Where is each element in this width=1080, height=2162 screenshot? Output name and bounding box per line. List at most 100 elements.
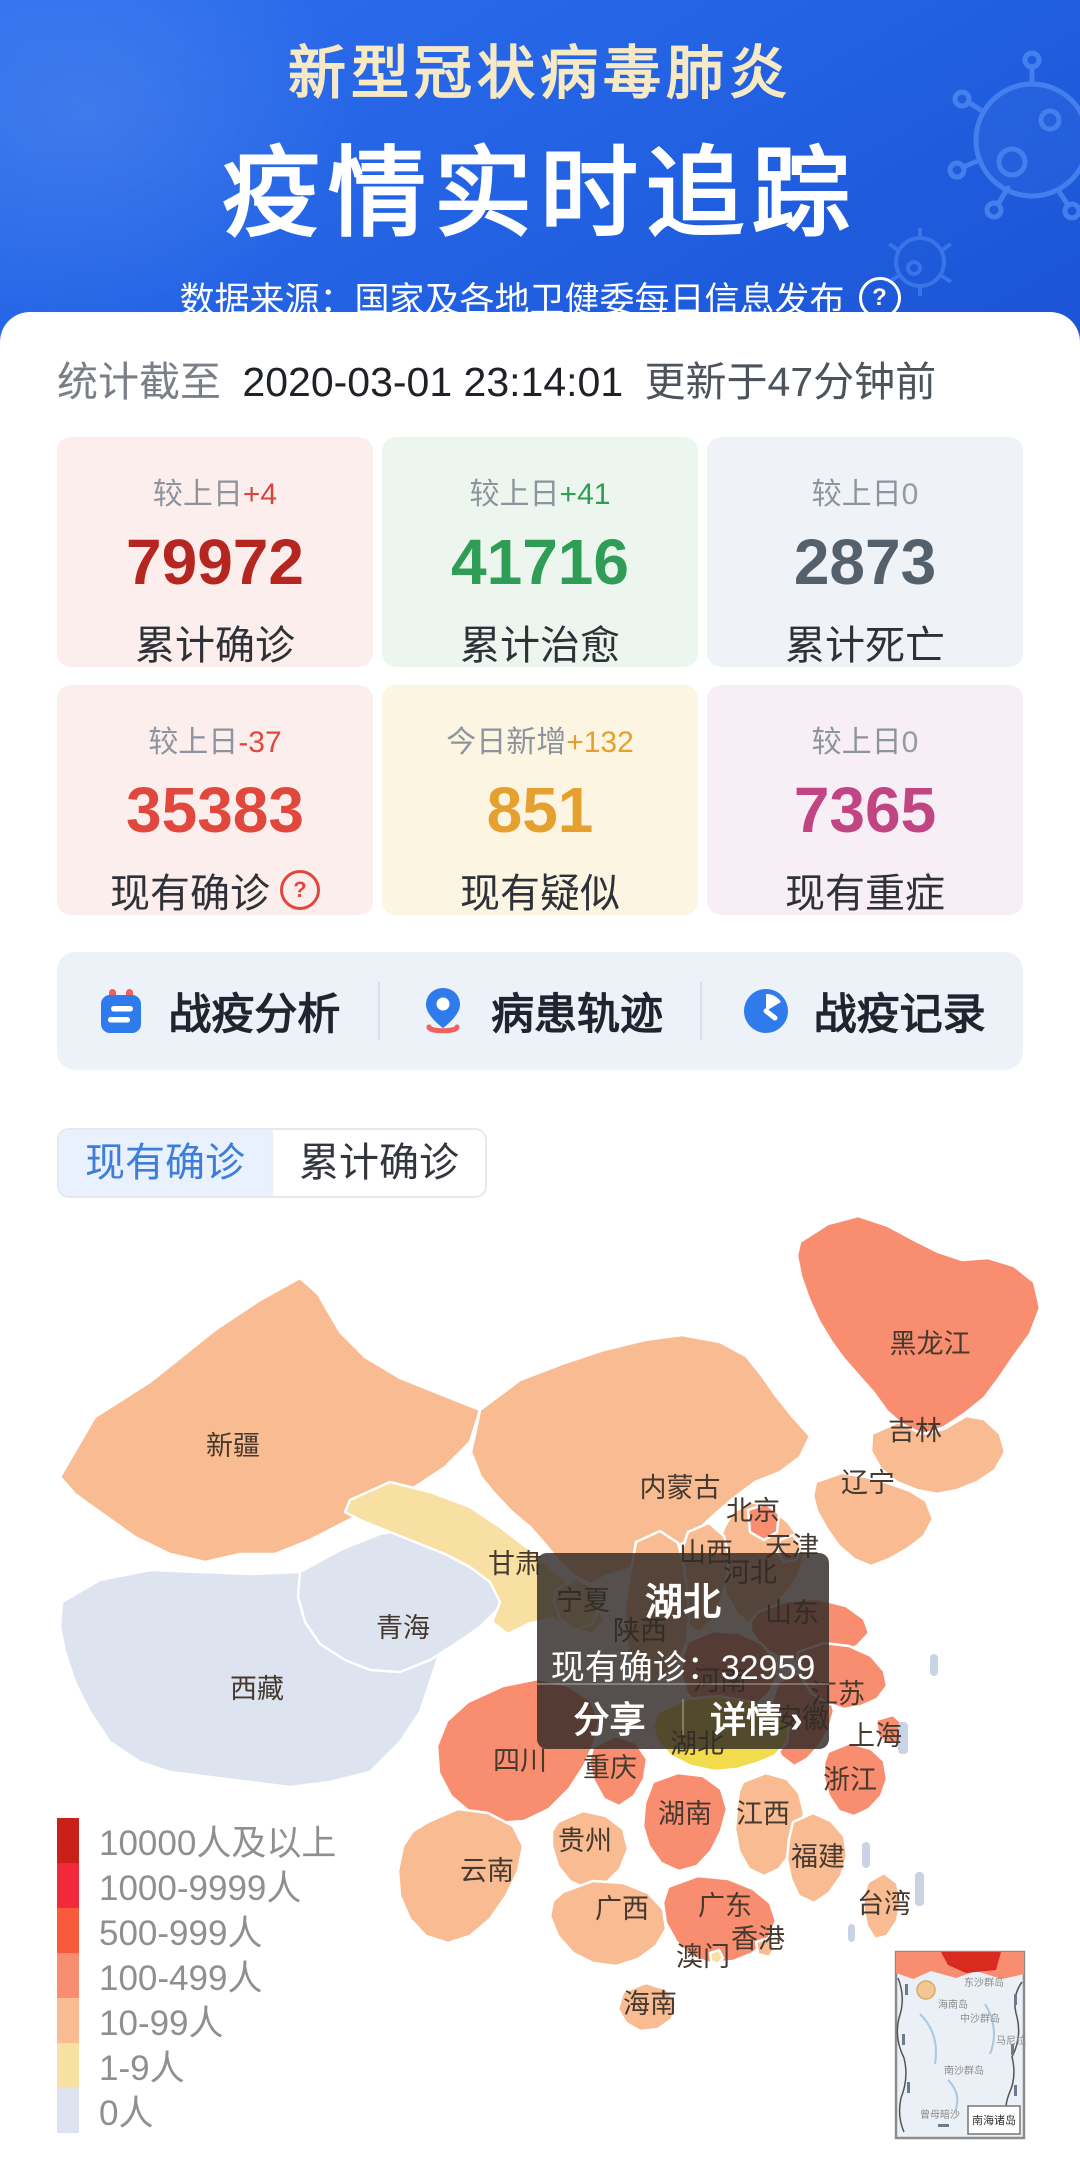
stat-value: 7365 [793,774,937,846]
province-label-macau: 澳门 [676,1942,730,1972]
tab-current-confirmed[interactable]: 现有确诊 [59,1130,271,1196]
tab-cumulative-confirmed[interactable]: 累计确诊 [271,1130,485,1196]
stat-value: 851 [486,774,594,846]
province-label-xizang: 西藏 [230,1674,284,1704]
province-label-jilin: 吉林 [888,1416,942,1446]
delta-label: 较上日 [811,478,902,511]
stat-label: 累计死亡 [785,624,945,668]
province-label-hunan: 湖南 [658,1799,712,1829]
province-label-yunnan: 云南 [460,1856,514,1886]
stat-card-current-severe: 较上日0 7365 现有重症? [707,685,1023,916]
legend-swatch [57,1953,79,1998]
quick-link-label: 战疫记录 [813,991,986,1039]
stat-cards-grid: 较上日+4 79972 累计确诊? 较上日+41 41716 累计治愈? 较上日… [57,437,1023,916]
delta-label: 较上日 [811,726,902,759]
location-pin-icon [426,988,460,1034]
stats-datetime: 2020-03-01 23:14:01 [242,359,624,405]
province-hainan[interactable] [616,1981,678,2033]
delta-value: 0 [901,478,919,511]
province-guangdong[interactable] [661,1874,778,1965]
legend-row: 10000人及以上 [57,1818,336,1863]
province-macau[interactable] [708,1948,725,1966]
province-label-guangxi: 广西 [595,1894,649,1924]
page-title-line1: 新型冠状病毒肺炎 [287,41,792,106]
legend-row: 500-999人 [57,1908,336,1953]
share-button[interactable]: 分享 [573,1699,646,1740]
legend-row: 10-99人 [57,1998,336,2043]
inset-minor-label: 马尼拉 [996,2034,1026,2047]
delta-value: 0 [901,726,919,759]
legend-label: 10000人及以上 [99,1824,337,1863]
province-label-qinghai: 青海 [376,1613,430,1643]
record-link[interactable]: 战疫记录 [702,980,1023,1042]
stat-card-cumulative-confirmed: 较上日+4 79972 累计确诊? [57,437,373,668]
map-metric-tabs: 现有确诊 累计确诊 [57,1128,487,1198]
divider [377,982,380,1040]
lung-illustration [0,0,360,330]
delta-value: +132 [566,726,634,759]
island-decor [862,1842,870,1868]
analysis-link[interactable]: 战疫分析 [57,980,378,1042]
legend-label: 1-9人 [99,2049,185,2088]
help-icon[interactable]: ? [280,870,320,910]
stat-value: 35383 [126,774,304,846]
page-title-line2: 疫情实时追踪 [221,138,858,248]
virus-icon [887,50,1080,296]
province-yunnan[interactable] [396,1807,525,1945]
province-hunan[interactable] [641,1771,729,1873]
stat-card-cumulative-deaths: 较上日0 2873 累计死亡? [707,437,1023,668]
patient-track-link[interactable]: 病患轨迹 [380,980,701,1042]
quick-links-bar: 战疫分析 病患轨迹 战疫记录 [57,952,1023,1070]
province-fujian[interactable] [785,1811,849,1905]
tooltip-metric: 现有确诊：32959 [537,1640,829,1689]
province-label-sichuan: 四川 [493,1746,547,1776]
province-jilin[interactable] [869,1414,1007,1496]
inset-minor-label: 曾母暗沙 [920,2108,960,2121]
stat-label: 现有疑似 [460,872,620,916]
south-china-sea-inset: 海南岛 东沙群岛 中沙群岛 南沙群岛 马尼拉 曾母暗沙 南海诸岛 [894,1950,1026,2140]
province-beijing[interactable] [746,1502,781,1542]
province-label-taiwan: 台湾 [857,1889,911,1919]
province-guangxi[interactable] [548,1879,668,1968]
stat-value: 79972 [126,526,304,598]
province-label-hongkong: 香港 [731,1924,785,1954]
province-heilongjiang[interactable] [795,1214,1042,1436]
province-taiwan[interactable] [861,1871,903,1941]
province-zhejiang[interactable] [822,1741,889,1818]
notebook-icon [101,989,142,1033]
stat-label: 累计确诊 [135,624,295,668]
legend-swatch [57,1998,79,2043]
province-hongkong[interactable] [754,1936,777,1959]
province-liaoning[interactable] [811,1471,935,1568]
province-label-xinjiang: 新疆 [206,1431,260,1461]
legend-swatch [57,1908,79,1953]
divider [700,982,703,1040]
stat-label: 现有重症 [785,872,945,916]
stat-label: 累计治愈 [460,624,620,668]
detail-label: 详情 [710,1699,783,1740]
delta-label: 较上日 [469,478,560,511]
province-label-guangdong: 广东 [698,1891,752,1921]
stat-value: 2873 [793,526,937,598]
province-label-gansu: 甘肃 [488,1549,542,1579]
legend-swatch [57,2088,79,2133]
province-label-chongqing: 重庆 [583,1753,637,1783]
stats-timestamp: 统计截至 2020-03-01 23:14:01 更新于47分钟前 [57,348,936,408]
quick-link-label: 战疫分析 [168,991,341,1039]
province-label-shanghai: 上海 [848,1721,902,1751]
stat-card-cumulative-cured: 较上日+41 41716 累计治愈? [382,437,698,668]
province-neimenggu[interactable] [469,1333,812,1586]
delta-label: 较上日 [152,478,243,511]
province-label-guizhou: 贵州 [558,1826,612,1856]
delta-value: -37 [238,726,282,759]
clock-icon [743,989,788,1033]
province-label-heilongjiang: 黑龙江 [890,1329,971,1359]
detail-button[interactable]: 详情 › [684,1691,829,1743]
province-label-jiangxi: 江西 [736,1799,790,1829]
legend-row: 100-499人 [57,1953,336,1998]
stat-card-current-suspected: 今日新增+132 851 现有疑似? [382,685,698,916]
province-label-zhejiang: 浙江 [823,1765,877,1795]
legend-row: 1-9人 [57,2043,336,2088]
province-label-beijing: 北京 [726,1496,780,1526]
inset-minor-label: 海南岛 [938,1998,968,2011]
